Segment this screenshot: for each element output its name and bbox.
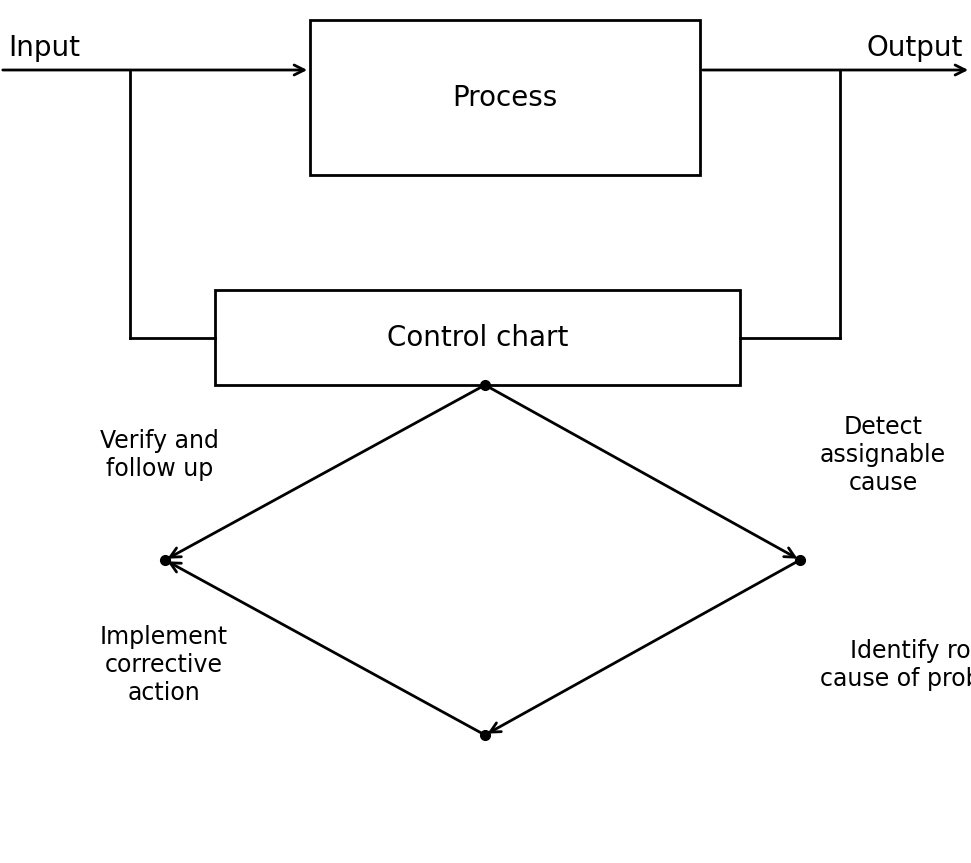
Bar	[310, 20, 700, 175]
Text: Detect
assignable
cause: Detect assignable cause	[820, 415, 946, 494]
Text: Control chart: Control chart	[386, 324, 568, 351]
Text: Identify root
cause of problem: Identify root cause of problem	[820, 639, 971, 691]
Text: Process: Process	[452, 84, 557, 111]
Text: Implement
corrective
action: Implement corrective action	[100, 625, 228, 705]
Bar	[215, 290, 740, 385]
Text: Verify and
follow up: Verify and follow up	[100, 429, 218, 481]
Text: Input: Input	[8, 34, 80, 62]
Text: Output: Output	[867, 34, 963, 62]
